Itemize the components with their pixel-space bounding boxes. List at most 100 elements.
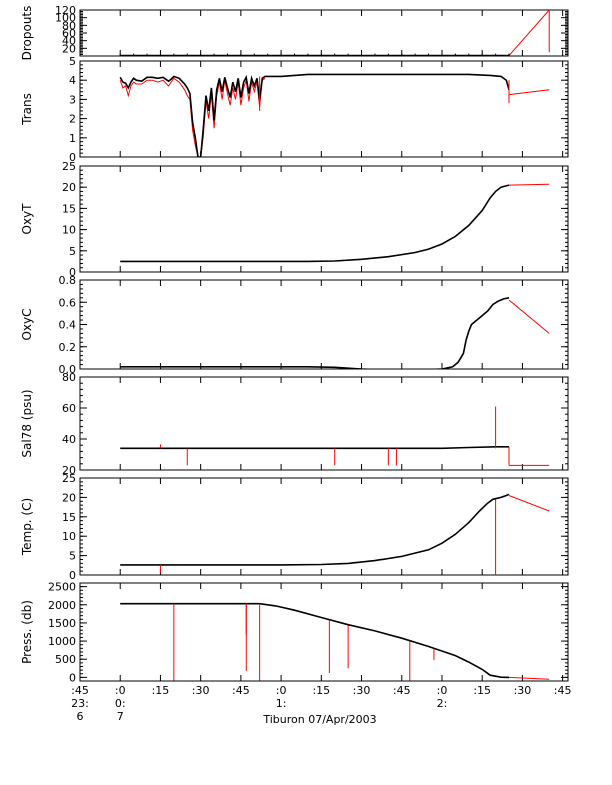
y-tick-label: 80 — [62, 19, 76, 32]
series-data — [120, 493, 510, 566]
series-data — [120, 602, 510, 679]
x-tick-label: :45 — [393, 684, 411, 697]
series-data — [119, 73, 510, 157]
y-tick-label: 20 — [62, 42, 76, 55]
x-tick-label: :15 — [312, 684, 330, 697]
y-tick-label: 2000 — [48, 599, 76, 612]
x-tick-label: :45 — [71, 684, 89, 697]
x-day-label: 7 — [117, 710, 124, 723]
panel-frame — [79, 60, 569, 158]
y-tick-label: 0 — [69, 569, 76, 582]
y-tick-label: 0.4 — [59, 319, 77, 332]
y-tick-label: 0 — [69, 151, 76, 164]
y-tick-label: 2500 — [48, 581, 76, 594]
y-tick-label: 15 — [62, 511, 76, 524]
y-tick-label: 500 — [55, 653, 76, 666]
y-axis-label: Press. (db) — [20, 600, 34, 664]
y-tick-label: 60 — [62, 27, 76, 40]
x-tick-label: :15 — [473, 684, 491, 697]
y-axis-label: Dropouts — [20, 6, 34, 61]
y-tick-label: 0.6 — [59, 296, 77, 309]
series-flagged-tail — [508, 299, 550, 334]
series-flagged-tail — [508, 89, 550, 96]
panel-frame — [79, 582, 569, 682]
y-tick-label: 40 — [62, 433, 76, 446]
y-tick-label: 20 — [62, 491, 76, 504]
x-tick-label: :30 — [353, 684, 371, 697]
y-tick-label: 120 — [55, 4, 76, 17]
y-tick-label: 25 — [62, 472, 76, 485]
x-hour-label: 2: — [437, 697, 448, 710]
series-flagged-tail — [508, 183, 550, 186]
series-flagged-tail — [508, 676, 550, 680]
panel-5: 20 40 60 80 Sal78 (psu) — [20, 371, 569, 477]
y-tick-label: 15 — [62, 202, 76, 215]
panel-frame — [79, 165, 569, 273]
series-flagged-tail — [508, 495, 550, 512]
panel-2: 0 1 2 3 4 5 Trans — [20, 55, 569, 164]
y-tick-label: 3 — [69, 93, 76, 106]
y-axis-label: OxyT — [20, 203, 34, 235]
y-tick-label: 0.2 — [59, 341, 77, 354]
series-group — [119, 10, 550, 56]
y-tick-label: 100 — [55, 12, 76, 25]
panel-frame — [79, 477, 569, 576]
series-group — [120, 493, 550, 575]
y-tick-label: 0.0 — [59, 363, 77, 376]
y-tick-label: 80 — [62, 371, 76, 384]
y-tick-label: 5 — [69, 550, 76, 563]
chart-panels: 20406080100120Dropouts012345Trans0510152… — [20, 4, 569, 684]
x-tick-label: :15 — [152, 684, 170, 697]
y-axis-label: OxyC — [20, 308, 34, 340]
panel-3: 0 5 10 15 20 25 OxyT — [20, 160, 569, 279]
y-tick-label: 5 — [69, 245, 76, 258]
x-tick-label: :45 — [554, 684, 572, 697]
x-axis: :4523:6:00:7:15:30:45:01::15:30:45:02::1… — [71, 684, 571, 723]
series-data — [120, 445, 509, 450]
x-hour-label: 23: — [71, 697, 89, 710]
y-tick-label: 0 — [69, 266, 76, 279]
y-tick-label: 1000 — [48, 635, 76, 648]
series-data — [120, 184, 510, 263]
y-tick-label: 20 — [62, 181, 76, 194]
series-group — [120, 602, 550, 681]
x-tick-label: :30 — [192, 684, 210, 697]
y-tick-label: 25 — [62, 160, 76, 173]
series-group — [119, 73, 550, 157]
y-tick-label: 5 — [69, 55, 76, 68]
y-tick-label: 20 — [62, 464, 76, 477]
y-axis-label: Temp. (C) — [20, 498, 34, 556]
y-tick-label: 0.8 — [59, 274, 77, 287]
x-hour-label: 0: — [115, 697, 126, 710]
panel-6: 0 5 10 15 20 25 Temp. (C) — [20, 472, 569, 582]
series-flagged — [508, 10, 550, 56]
x-tick-label: :0 — [115, 684, 126, 697]
y-tick-label: 1 — [69, 132, 76, 145]
y-tick-label: 60 — [62, 402, 76, 415]
x-tick-label: :45 — [232, 684, 250, 697]
x-hour-label: 1: — [276, 697, 287, 710]
y-tick-label: 10 — [62, 224, 76, 237]
y-tick-label: 4 — [69, 74, 76, 87]
y-tick-label: 2 — [69, 113, 76, 126]
panel-frame — [79, 279, 569, 370]
x-tick-label: :0 — [437, 684, 448, 697]
series-group — [120, 406, 550, 466]
y-axis-label: Trans — [20, 93, 34, 126]
x-day-label: 6 — [77, 710, 84, 723]
x-tick-label: :30 — [514, 684, 532, 697]
series-group — [120, 297, 550, 369]
panel-frame — [79, 9, 569, 57]
footer-label: Tiburon 07/Apr/2003 — [262, 713, 376, 726]
panel-7: 0 500 1000 1500 2000 2500 Press. (db) — [20, 581, 569, 684]
y-tick-label: 1500 — [48, 617, 76, 630]
y-tick-label: 10 — [62, 530, 76, 543]
y-tick-label: 0 — [69, 671, 76, 684]
series-group — [120, 183, 550, 263]
series-data — [120, 297, 510, 369]
y-axis-label: Sal78 (psu) — [20, 389, 34, 457]
panel-frame — [79, 376, 569, 471]
panel-4: 0.0 0.2 0.4 0.6 0.8 OxyC — [20, 274, 569, 376]
